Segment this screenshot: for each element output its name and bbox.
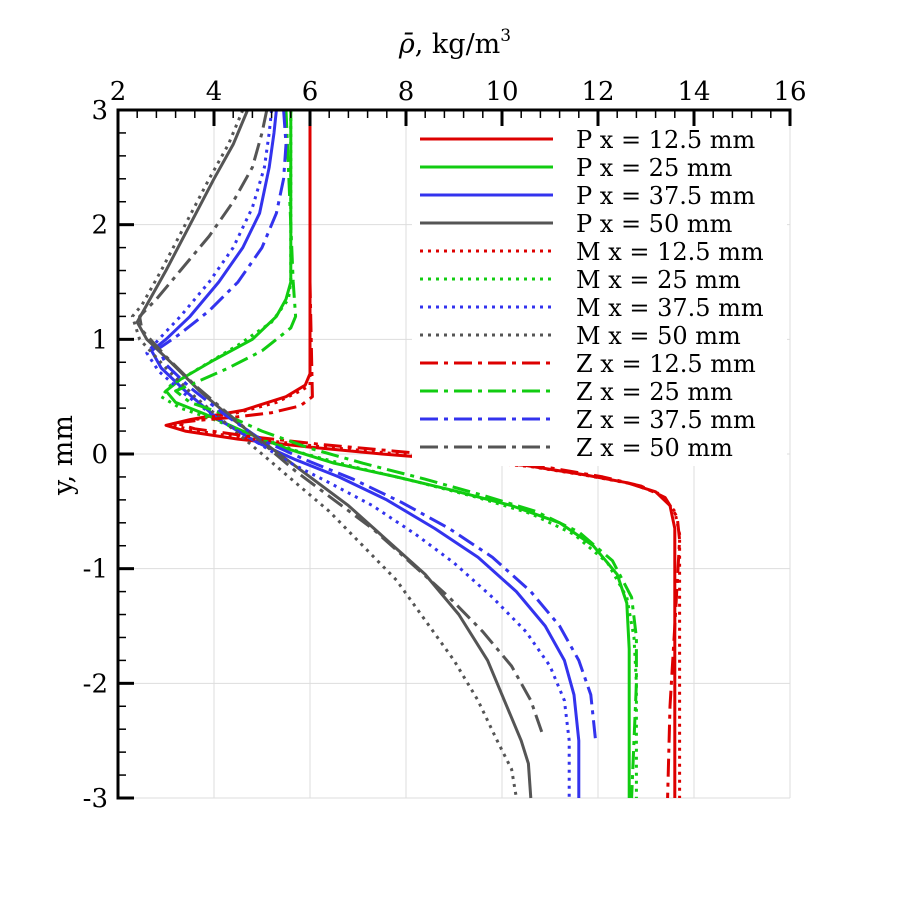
x-tick-label: 6 [302,77,319,107]
legend-label: M x = 12.5 mm [576,238,764,266]
legend-label: P x = 50 mm [576,210,733,238]
y-tick-label: 2 [91,211,108,241]
series-line [159,110,638,798]
legend-label: Z x = 37.5 mm [576,406,756,434]
x-tick-label: 10 [485,77,518,107]
legend-label: P x = 37.5 mm [576,182,756,210]
x-axis-title: ρ̄, kg/m3 [398,26,511,60]
series-line [145,109,571,798]
legend-label: Z x = 50 mm [576,434,733,462]
y-tick-label: 1 [91,325,108,355]
legend-label: Z x = 25 mm [576,378,733,406]
x-tick-label: 8 [398,77,415,107]
legend-label: P x = 25 mm [576,154,733,182]
x-axis-units: , kg/m [415,29,501,60]
y-tick-label: 0 [91,440,108,470]
y-tick-label: 3 [91,96,108,126]
y-tick-label: -3 [83,784,108,814]
legend-label: P x = 12.5 mm [576,126,756,154]
series-line [138,109,545,736]
legend-label: M x = 37.5 mm [576,294,764,322]
series-line [157,109,598,741]
x-tick-label: 16 [773,77,806,107]
x-tick-label: 12 [581,77,614,107]
y-tick-label: -2 [83,669,108,699]
legend-label: Z x = 12.5 mm [576,350,756,378]
plot-area [130,109,682,799]
y-tick-label: -1 [83,555,108,585]
x-tick-label: 14 [677,77,710,107]
y-axis-title: y, mm [48,415,79,496]
series-line [164,110,677,798]
legend-background [412,126,787,466]
series-line [174,109,638,799]
legend: P x = 12.5 mmP x = 25 mmP x = 37.5 mmP x… [412,126,787,466]
x-axis-superscript: 3 [500,26,511,46]
series-line [174,110,682,799]
legend-label: M x = 25 mm [576,266,741,294]
x-tick-label: 4 [206,77,223,107]
x-axis-symbol: ρ̄ [398,29,415,60]
legend-label: M x = 50 mm [576,322,741,350]
series-line [130,109,518,799]
x-tick-label: 2 [110,77,127,107]
series-line [169,110,682,798]
